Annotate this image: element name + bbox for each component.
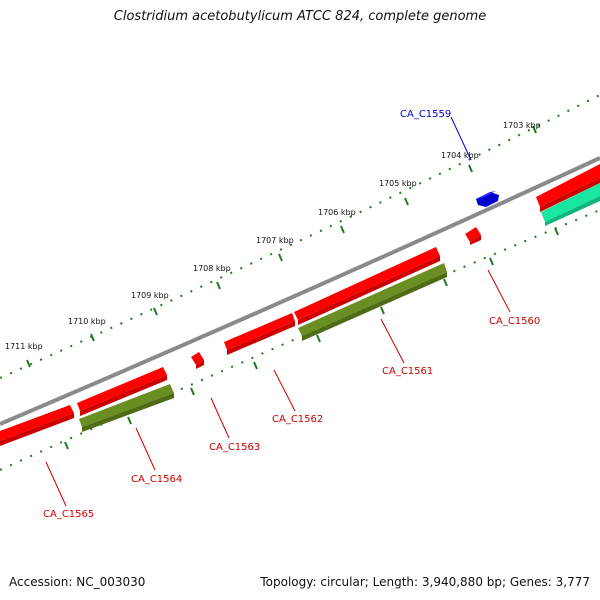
gene-label-ca-c1561[interactable]: CA_C1561 <box>382 366 433 377</box>
gene-label-ca-c1564[interactable]: CA_C1564 <box>131 474 182 485</box>
gene-feature-red-upper-right[interactable] <box>536 164 600 212</box>
inner-scale-dots <box>0 209 600 471</box>
genome-summary: Topology: circular; Length: 3,940,880 bp… <box>260 575 590 589</box>
outer-scale-dots <box>0 94 600 379</box>
scale-label-1703: 1703 kbp <box>503 121 541 130</box>
gene-label-ca-c1563[interactable]: CA_C1563 <box>209 442 260 453</box>
gene-label-ca-c1559[interactable]: CA_C1559 <box>400 109 451 120</box>
accession-label: Accession: NC_003030 <box>9 575 146 589</box>
gene-label-ca-c1562[interactable]: CA_C1562 <box>272 414 323 425</box>
scale-label-1706: 1706 kbp <box>318 208 356 217</box>
gene-feature-ca-c1561-olive[interactable] <box>298 263 447 341</box>
label-leaders <box>45 116 511 507</box>
genome-backbone <box>0 156 600 426</box>
scale-label-1704: 1704 kbp <box>441 151 479 160</box>
gene-label-ca-c1565[interactable]: CA_C1565 <box>43 509 94 520</box>
gene-feature-red-upper-2[interactable] <box>77 367 167 416</box>
scale-label-1705: 1705 kbp <box>379 179 417 188</box>
gene-feature-ca-c1563[interactable] <box>191 352 204 369</box>
outer-major-ticks <box>26 125 537 368</box>
scale-label-1711: 1711 kbp <box>5 342 43 351</box>
scale-label-1707: 1707 kbp <box>256 236 294 245</box>
map-title: Clostridium acetobutylicum ATCC 824, com… <box>113 9 487 24</box>
gene-feature-teal-right[interactable] <box>541 183 600 226</box>
inner-major-ticks <box>64 227 559 450</box>
gene-feature-ca-c1561-upper[interactable] <box>294 247 440 325</box>
gene-feature-red-upper-1[interactable] <box>0 405 74 446</box>
scale-label-1709: 1709 kbp <box>131 291 169 300</box>
scale-label-1708: 1708 kbp <box>193 264 231 273</box>
gene-feature-ca-c1559[interactable] <box>476 191 499 207</box>
scale-label-1710: 1710 kbp <box>68 317 106 326</box>
gene-feature-ca-c1560[interactable] <box>465 227 481 245</box>
gene-label-ca-c1560[interactable]: CA_C1560 <box>489 316 540 327</box>
gene-feature-ca-c1562[interactable] <box>224 313 295 355</box>
gene-feature-ca-c1564[interactable] <box>79 384 174 432</box>
